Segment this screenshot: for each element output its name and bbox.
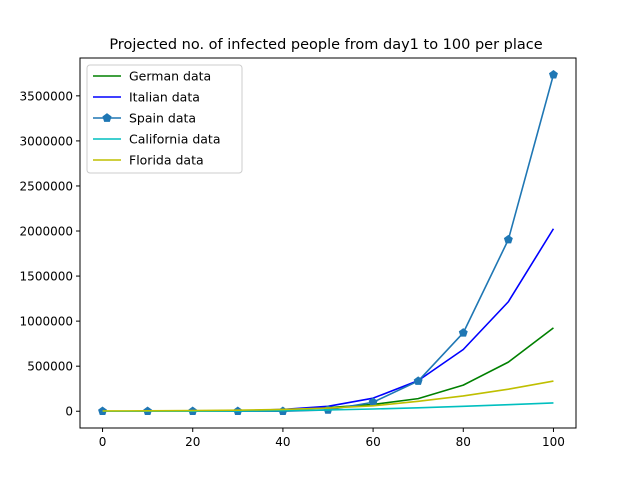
y-tick-label: 1500000 — [20, 270, 73, 284]
data-point — [458, 328, 468, 337]
legend: German data Italian data Spain data Califor… — [86, 64, 243, 174]
y-tick-label: 3500000 — [20, 89, 73, 103]
legend-marker — [102, 113, 112, 122]
y-tick-label: 2000000 — [20, 225, 73, 239]
y-tick-label: 3000000 — [20, 134, 73, 148]
x-tick-label: 40 — [275, 435, 290, 449]
series-layer — [98, 69, 558, 416]
plot-frame — [79, 57, 577, 429]
data-point — [503, 234, 513, 244]
data-point — [548, 69, 558, 79]
x-tick-label: 20 — [185, 435, 200, 449]
chart-title: Projected no. of infected people from da… — [109, 37, 542, 53]
y-tick-label: 2500000 — [20, 179, 73, 193]
legend-label: Italian data — [129, 90, 200, 105]
data-point — [98, 406, 108, 416]
y-axis: 0 500000 1000000 1500000 2000000 2500000 30000… — [20, 89, 80, 419]
data-point — [413, 376, 423, 385]
legend-label: German data — [129, 69, 211, 84]
x-axis: 0 20 40 60 80 100 — [99, 428, 565, 449]
legend-box — [86, 64, 243, 174]
legend-label: Spain data — [129, 111, 196, 126]
series-line-florida-data — [102, 380, 554, 412]
x-tick-label: 100 — [542, 435, 565, 449]
y-tick-label: 500000 — [27, 360, 73, 374]
series-line-italian-data — [102, 228, 555, 413]
legend-label: California data — [129, 132, 221, 147]
legend-label: Florida data — [129, 153, 204, 168]
x-tick-label: 60 — [365, 435, 380, 449]
y-tick-label: 0 — [65, 405, 73, 419]
x-tick-label: 0 — [99, 435, 107, 449]
y-tick-label: 1000000 — [20, 315, 73, 329]
x-tick-label: 80 — [456, 435, 471, 449]
series-line-german-data — [102, 327, 554, 413]
